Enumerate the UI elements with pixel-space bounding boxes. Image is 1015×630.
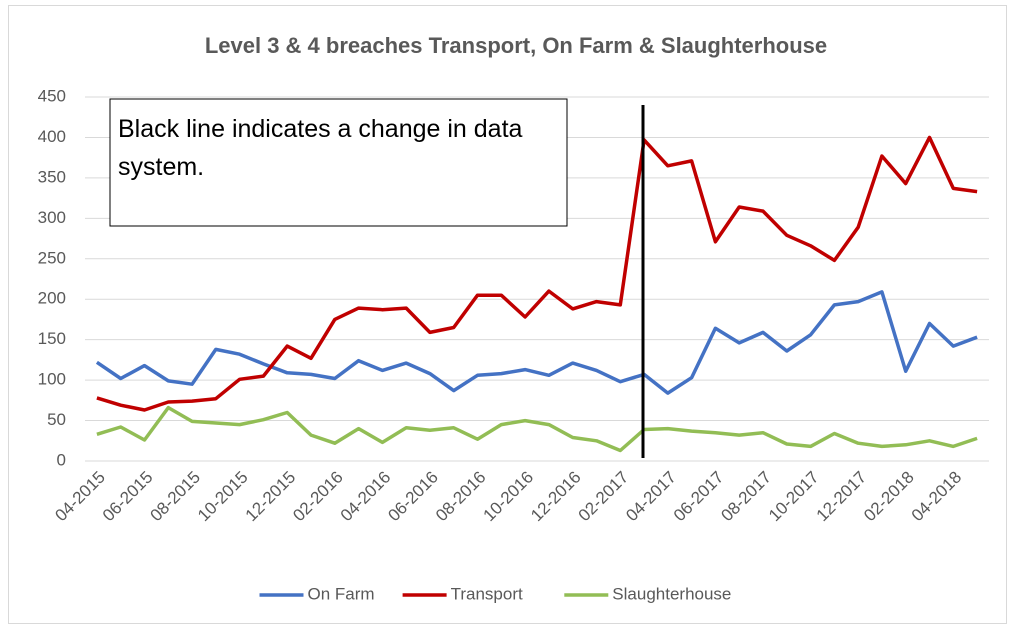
y-tick-label: 300: [38, 208, 66, 227]
y-tick-label: 400: [38, 127, 66, 146]
legend-label: Slaughterhouse: [612, 584, 731, 603]
legend-label: Transport: [451, 584, 523, 603]
legend-label: On Farm: [308, 584, 375, 603]
chart-border: [8, 5, 1007, 624]
chart-title: Level 3 & 4 breaches Transport, On Farm …: [205, 33, 827, 58]
annotation: Black line indicates a change in data sy…: [118, 115, 523, 181]
annotation-box: [109, 98, 568, 227]
series-line: [96, 135, 978, 412]
y-tick-label: 200: [38, 289, 66, 308]
y-tick-label: 250: [38, 248, 66, 267]
y-tick-label: 100: [38, 370, 66, 389]
y-tick-label: 150: [38, 329, 66, 348]
y-tick-label: 450: [38, 86, 66, 105]
y-tick-label: 350: [38, 167, 66, 186]
series-line: [95, 290, 978, 395]
y-tick-label: 50: [47, 410, 66, 429]
series-line: [96, 405, 978, 453]
y-tick-label: 0: [57, 450, 66, 469]
annotation-text: Black line indicates a change in data sy…: [118, 115, 523, 181]
